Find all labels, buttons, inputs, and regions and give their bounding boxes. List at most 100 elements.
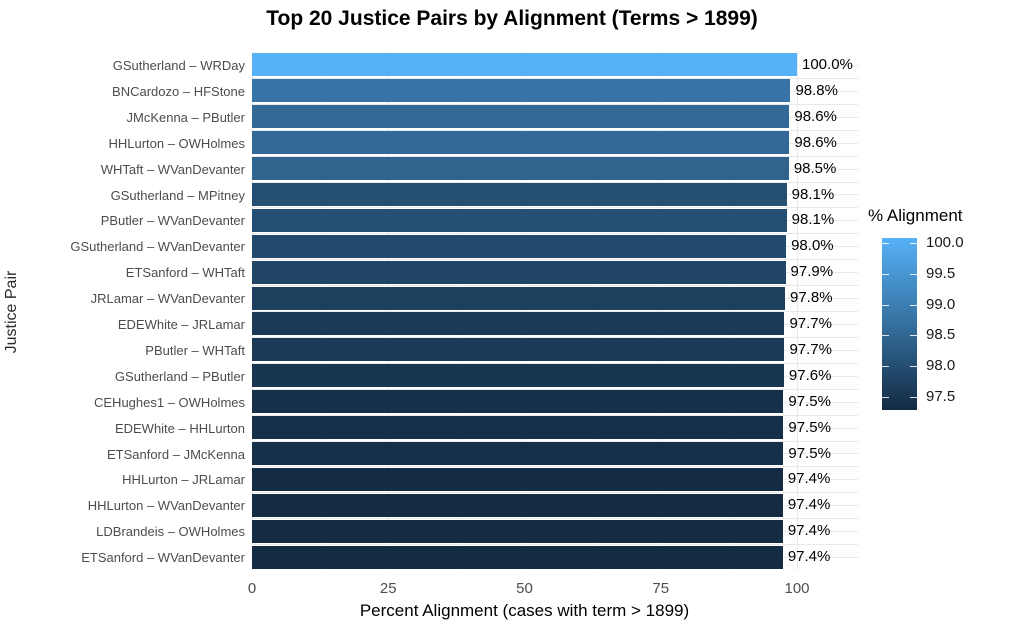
table-row: JMcKenna – PButler 98.6% <box>0 104 860 130</box>
bar-value-label: 97.9% <box>790 263 834 281</box>
legend-tick-mark <box>882 243 889 244</box>
legend-title: % Alignment <box>868 206 963 225</box>
table-row: LDBrandeis – OWHolmes 97.4% <box>0 518 860 544</box>
y-tick-label: GSutherland – MPitney <box>110 187 245 203</box>
y-tick-label: GSutherland – WVanDevanter <box>70 239 245 255</box>
table-row: GSutherland – WRDay 100.0% <box>0 52 860 78</box>
chart-title: Top 20 Justice Pairs by Alignment (Terms… <box>266 7 758 30</box>
bar-value-label: 97.4% <box>787 470 831 488</box>
table-row: GSutherland – WVanDevanter 98.0% <box>0 233 860 259</box>
table-row: GSutherland – MPitney 98.1% <box>0 182 860 208</box>
x-axis-title: Percent Alignment (cases with term > 189… <box>359 601 690 620</box>
table-row: BNCardozo – HFStone 98.8% <box>0 78 860 104</box>
table-row: JRLamar – WVanDevanter 97.8% <box>0 285 860 311</box>
row-boundary-gridline <box>252 466 858 468</box>
row-boundary-gridline <box>252 544 858 546</box>
legend-tick-mark <box>882 366 889 368</box>
row-boundary-gridline <box>252 103 858 105</box>
legend-tick-label: 99.0 <box>926 295 956 313</box>
legend-tick-mark <box>910 304 917 306</box>
bar <box>252 416 784 440</box>
y-tick-label: JMcKenna – PButler <box>126 109 245 125</box>
row-boundary-gridline <box>252 414 858 416</box>
row-boundary-gridline <box>252 181 858 183</box>
bar-rows: GSutherland – WRDay 100.0% BNCardozo – HFS… <box>0 52 860 570</box>
table-row: HHLurton – JRLamar 97.4% <box>0 466 860 492</box>
bar-value-label: 97.4% <box>787 522 831 540</box>
row-boundary-gridline <box>252 155 858 157</box>
bar <box>252 467 783 491</box>
row-boundary-gridline <box>252 311 858 312</box>
bar <box>252 208 787 232</box>
bar <box>252 519 783 543</box>
table-row: PButler – WVanDevanter 98.1% <box>0 207 860 233</box>
table-row: ETSanford – JMcKenna 97.5% <box>0 441 860 467</box>
bar <box>252 53 797 77</box>
bar <box>252 260 786 284</box>
color-legend: % Alignment 100.0 99.5 99.0 98.5 98.0 97.5 <box>860 0 1024 634</box>
bar-value-label: 98.6% <box>794 133 837 151</box>
y-tick-label: PButler – WVanDevanter <box>100 213 245 229</box>
bar-value-label: 98.1% <box>791 211 835 229</box>
y-tick-label: HHLurton – JRLamar <box>122 472 245 488</box>
bar <box>252 286 785 310</box>
y-tick-label: CEHughes1 – OWHolmes <box>94 394 245 410</box>
legend-tick-label: 99.5 <box>926 264 956 282</box>
bar <box>252 364 784 388</box>
legend-tick-mark <box>882 397 889 398</box>
legend-tick-label: 98.0 <box>926 357 956 375</box>
bar-value-label: 98.8% <box>795 81 838 99</box>
table-row: CEHughes1 – OWHolmes 97.5% <box>0 389 860 415</box>
table-row: HHLurton – WVanDevanter 97.4% <box>0 492 860 518</box>
y-tick-label: PButler – WHTaft <box>145 342 245 358</box>
row-boundary-gridline <box>252 129 858 131</box>
legend-tick-label: 98.5 <box>926 326 956 344</box>
x-tick-label: 100 <box>784 580 810 597</box>
row-boundary-gridline <box>252 233 858 235</box>
row-boundary-gridline <box>252 77 858 79</box>
bar <box>252 493 783 517</box>
table-row: EDEWhite – HHLurton 97.5% <box>0 415 860 441</box>
y-tick-label: WHTaft – WVanDevanter <box>100 161 245 177</box>
y-tick-label: JRLamar – WVanDevanter <box>90 291 245 307</box>
table-row: ETSanford – WHTaft 97.9% <box>0 259 860 285</box>
table-row: WHTaft – WVanDevanter 98.5% <box>0 156 860 182</box>
bar <box>252 338 785 362</box>
row-boundary-gridline <box>252 492 858 494</box>
row-boundary-gridline <box>252 285 858 287</box>
table-row: GSutherland – PButler 97.6% <box>0 363 860 389</box>
table-row: ETSanford – WVanDevanter 97.4% <box>0 544 860 570</box>
x-tick-label: 50 <box>516 580 533 597</box>
x-tick-label: 25 <box>379 580 397 597</box>
bar <box>252 390 784 414</box>
bar-value-label: 97.4% <box>787 548 831 566</box>
table-row: HHLurton – OWHolmes 98.6% <box>0 130 860 156</box>
legend-tick-mark <box>910 273 917 275</box>
legend-tick-mark <box>910 335 917 337</box>
bar-value-label: 97.7% <box>789 315 832 332</box>
bar-value-label: 98.6% <box>794 107 837 125</box>
y-tick-label: HHLurton – WVanDevanter <box>87 498 245 514</box>
bar-value-label: 97.5% <box>788 444 831 462</box>
bar <box>252 234 787 258</box>
y-tick-label: EDEWhite – HHLurton <box>114 420 245 436</box>
legend-tick-mark <box>910 243 917 244</box>
bar-value-label: 97.7% <box>789 340 832 358</box>
row-boundary-gridline <box>252 388 858 390</box>
bar-value-label: 98.0% <box>791 237 834 255</box>
row-boundary-gridline <box>252 207 858 209</box>
bar <box>252 105 790 129</box>
bar-value-label: 97.6% <box>788 366 832 384</box>
legend-tick-mark <box>882 304 889 306</box>
bar <box>252 131 790 155</box>
bar-value-label: 98.5% <box>793 159 837 177</box>
bar-value-label: 100.0% <box>802 56 853 73</box>
bar-value-label: 97.5% <box>788 418 831 436</box>
bar <box>252 182 787 206</box>
legend-tick-label: 100.0 <box>926 234 964 251</box>
legend-tick-mark <box>882 273 889 275</box>
row-boundary-gridline <box>252 518 858 520</box>
legend-tick-mark <box>910 397 917 398</box>
x-tick-label: 75 <box>652 580 670 597</box>
